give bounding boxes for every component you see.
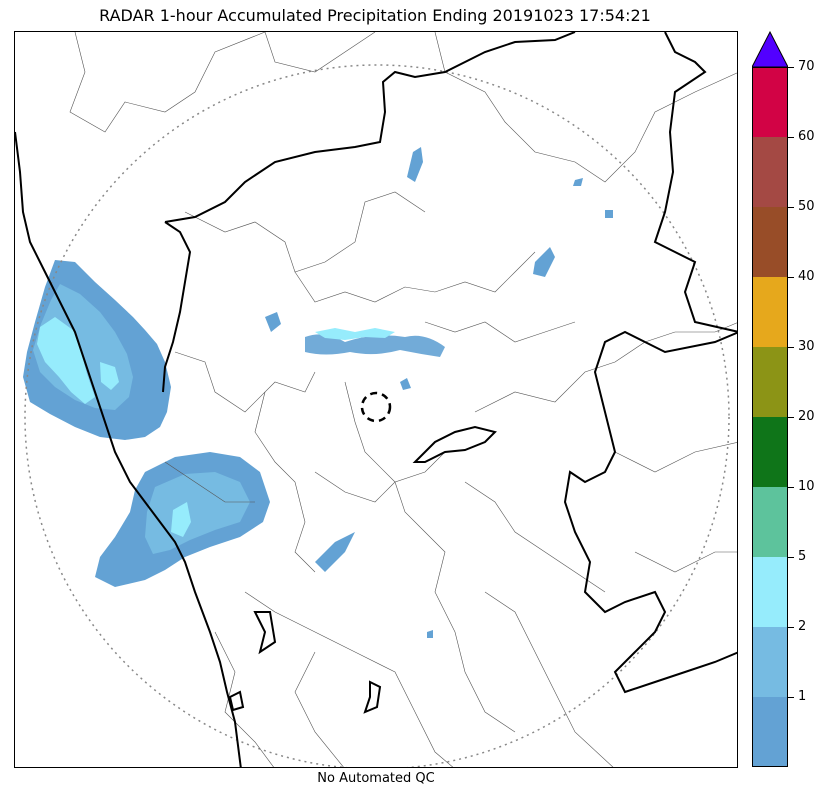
colorbar-tick-label: 50 (798, 199, 815, 214)
colorbar-tick (788, 697, 794, 698)
echo-small-8 (427, 630, 433, 638)
echo-central-cyan (315, 328, 395, 340)
colorbar-tick (788, 487, 794, 488)
echo-small-1 (407, 147, 423, 182)
colorbar-tick-label: 30 (798, 339, 815, 354)
echo-small-6 (573, 178, 583, 186)
state-boundary-south-2 (363, 680, 382, 714)
colorbar-tick-label: 70 (798, 59, 815, 74)
colorbar-segment (752, 487, 788, 557)
colorbar-segment (752, 67, 788, 137)
colorbar-tick-label: 20 (798, 409, 815, 424)
state-boundary-south-3 (228, 690, 245, 712)
echo-central-streaks (305, 334, 445, 357)
echo-west-core (145, 472, 250, 554)
colorbar-tick-label: 2 (798, 619, 807, 634)
colorbar-tick (788, 67, 794, 68)
colorbar-segment (752, 627, 788, 697)
state-boundary-south-1 (253, 611, 277, 655)
colorbar-segment (752, 557, 788, 627)
echo-small-7 (400, 378, 411, 390)
coastline (15, 131, 242, 767)
precipitation-layer (23, 147, 613, 638)
echo-small-4 (315, 532, 355, 572)
colorbar-tick (788, 557, 794, 558)
colorbar (752, 67, 788, 767)
colorbar-tick (788, 347, 794, 348)
colorbar-tick-label: 60 (798, 129, 815, 144)
echo-small-5 (605, 210, 613, 218)
colorbar-segment (752, 207, 788, 277)
colorbar-tick-label: 10 (798, 479, 815, 494)
echo-northwest-heavy (37, 317, 95, 404)
echo-northwest-heavy-2 (100, 362, 119, 390)
state-boundary-central (412, 425, 497, 463)
colorbar-tick (788, 627, 794, 628)
colorbar-segment (752, 347, 788, 417)
colorbar-tick-label: 40 (798, 269, 815, 284)
district-boundaries (69, 32, 737, 767)
radar-map-canvas (15, 32, 737, 767)
state-boundaries (15, 32, 737, 767)
colorbar-segment (752, 277, 788, 347)
qc-note: No Automated QC (317, 771, 435, 786)
radar-range-ring (24, 64, 730, 767)
colorbar-segment (752, 697, 788, 767)
colorbar-segment (752, 417, 788, 487)
colorbar-tick-label: 5 (798, 549, 807, 564)
state-boundary-northeast (653, 32, 737, 333)
echo-small-3 (265, 312, 281, 332)
colorbar-tick (788, 137, 794, 138)
echo-small-2 (533, 247, 555, 277)
map-title: RADAR 1-hour Accumulated Precipitation E… (99, 6, 651, 25)
state-boundary-east (563, 330, 737, 694)
radar-site-marker (360, 391, 392, 423)
state-boundary-north (164, 32, 576, 223)
colorbar-tick (788, 207, 794, 208)
colorbar-tick (788, 417, 794, 418)
state-boundary-west (162, 221, 192, 393)
radar-map (14, 31, 738, 768)
colorbar-tick-label: 1 (798, 689, 807, 704)
colorbar-extend-arrow (752, 31, 788, 68)
echo-west-heavy (171, 502, 191, 537)
colorbar-segment (752, 137, 788, 207)
colorbar-tick (788, 277, 794, 278)
